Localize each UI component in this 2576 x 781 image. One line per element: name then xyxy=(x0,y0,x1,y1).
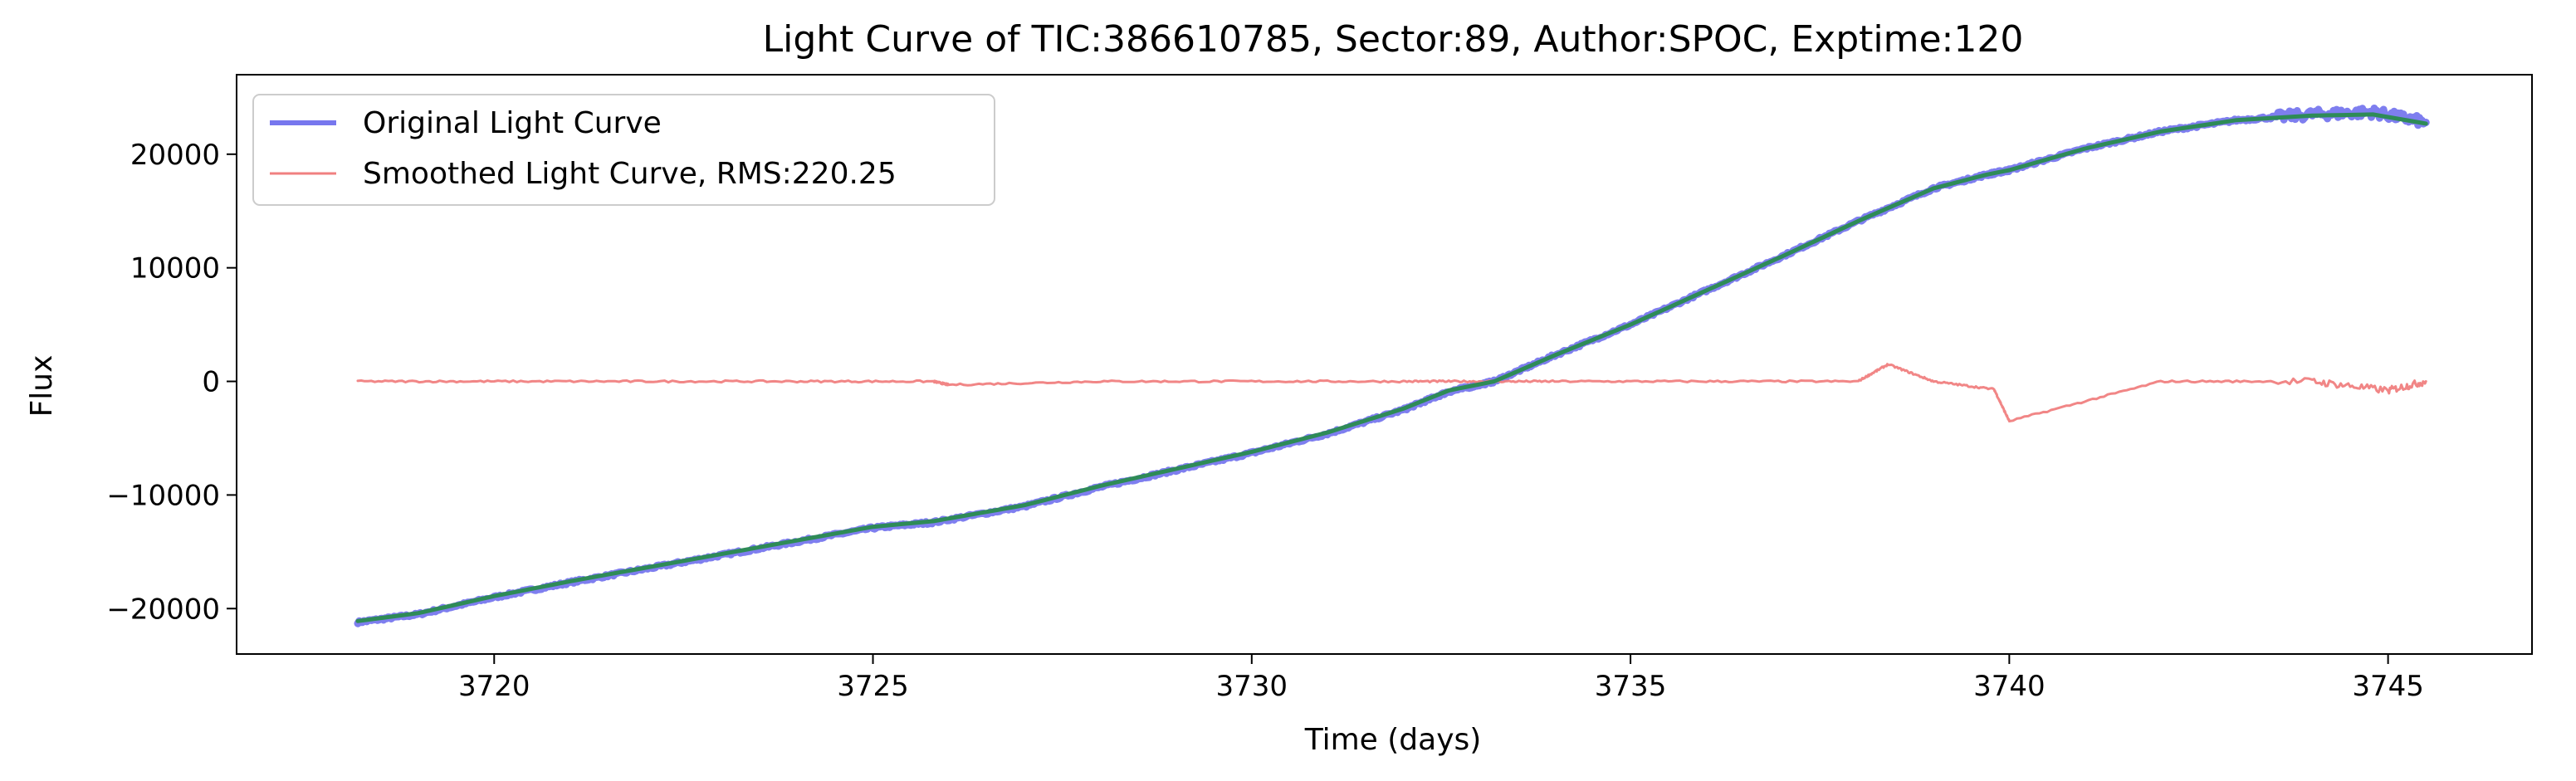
x-tick-label: 3730 xyxy=(1216,670,1288,703)
y-tick-label: −20000 xyxy=(106,593,220,626)
legend: Original Light Curve Smoothed Light Curv… xyxy=(252,94,995,206)
plot-area: 3720 3725 3730 3735 3740 3745 −20000 −10000 0 10… xyxy=(106,74,2533,703)
chart-title: Light Curve of TIC:386610785, Sector:89,… xyxy=(763,18,2024,61)
series-trend-line xyxy=(355,112,2428,623)
y-tick-label: −10000 xyxy=(106,479,220,512)
x-axis-ticks: 3720 3725 3730 3735 3740 3745 xyxy=(458,654,2424,703)
x-tick-label: 3720 xyxy=(458,670,530,703)
plot-frame xyxy=(236,74,2533,655)
x-axis-title: Time (days) xyxy=(1304,723,1482,757)
y-tick-label: 0 xyxy=(202,366,220,399)
x-tick-label: 3725 xyxy=(837,670,909,703)
series-layer xyxy=(354,105,2430,627)
y-tick-label: 10000 xyxy=(130,252,220,286)
legend-label-smoothed: Smoothed Light Curve, RMS:220.25 xyxy=(363,157,897,191)
x-tick-label: 3740 xyxy=(1973,670,2046,703)
legend-box xyxy=(252,94,995,206)
y-tick-label: 20000 xyxy=(130,139,220,172)
y-axis-title: Flux xyxy=(25,355,59,417)
y-axis-ticks: −20000 −10000 0 10000 20000 xyxy=(106,139,237,626)
legend-label-original: Original Light Curve xyxy=(363,106,662,140)
x-tick-label: 3745 xyxy=(2352,670,2424,703)
x-tick-label: 3735 xyxy=(1595,670,1667,703)
series-smoothed-line xyxy=(356,363,2427,422)
